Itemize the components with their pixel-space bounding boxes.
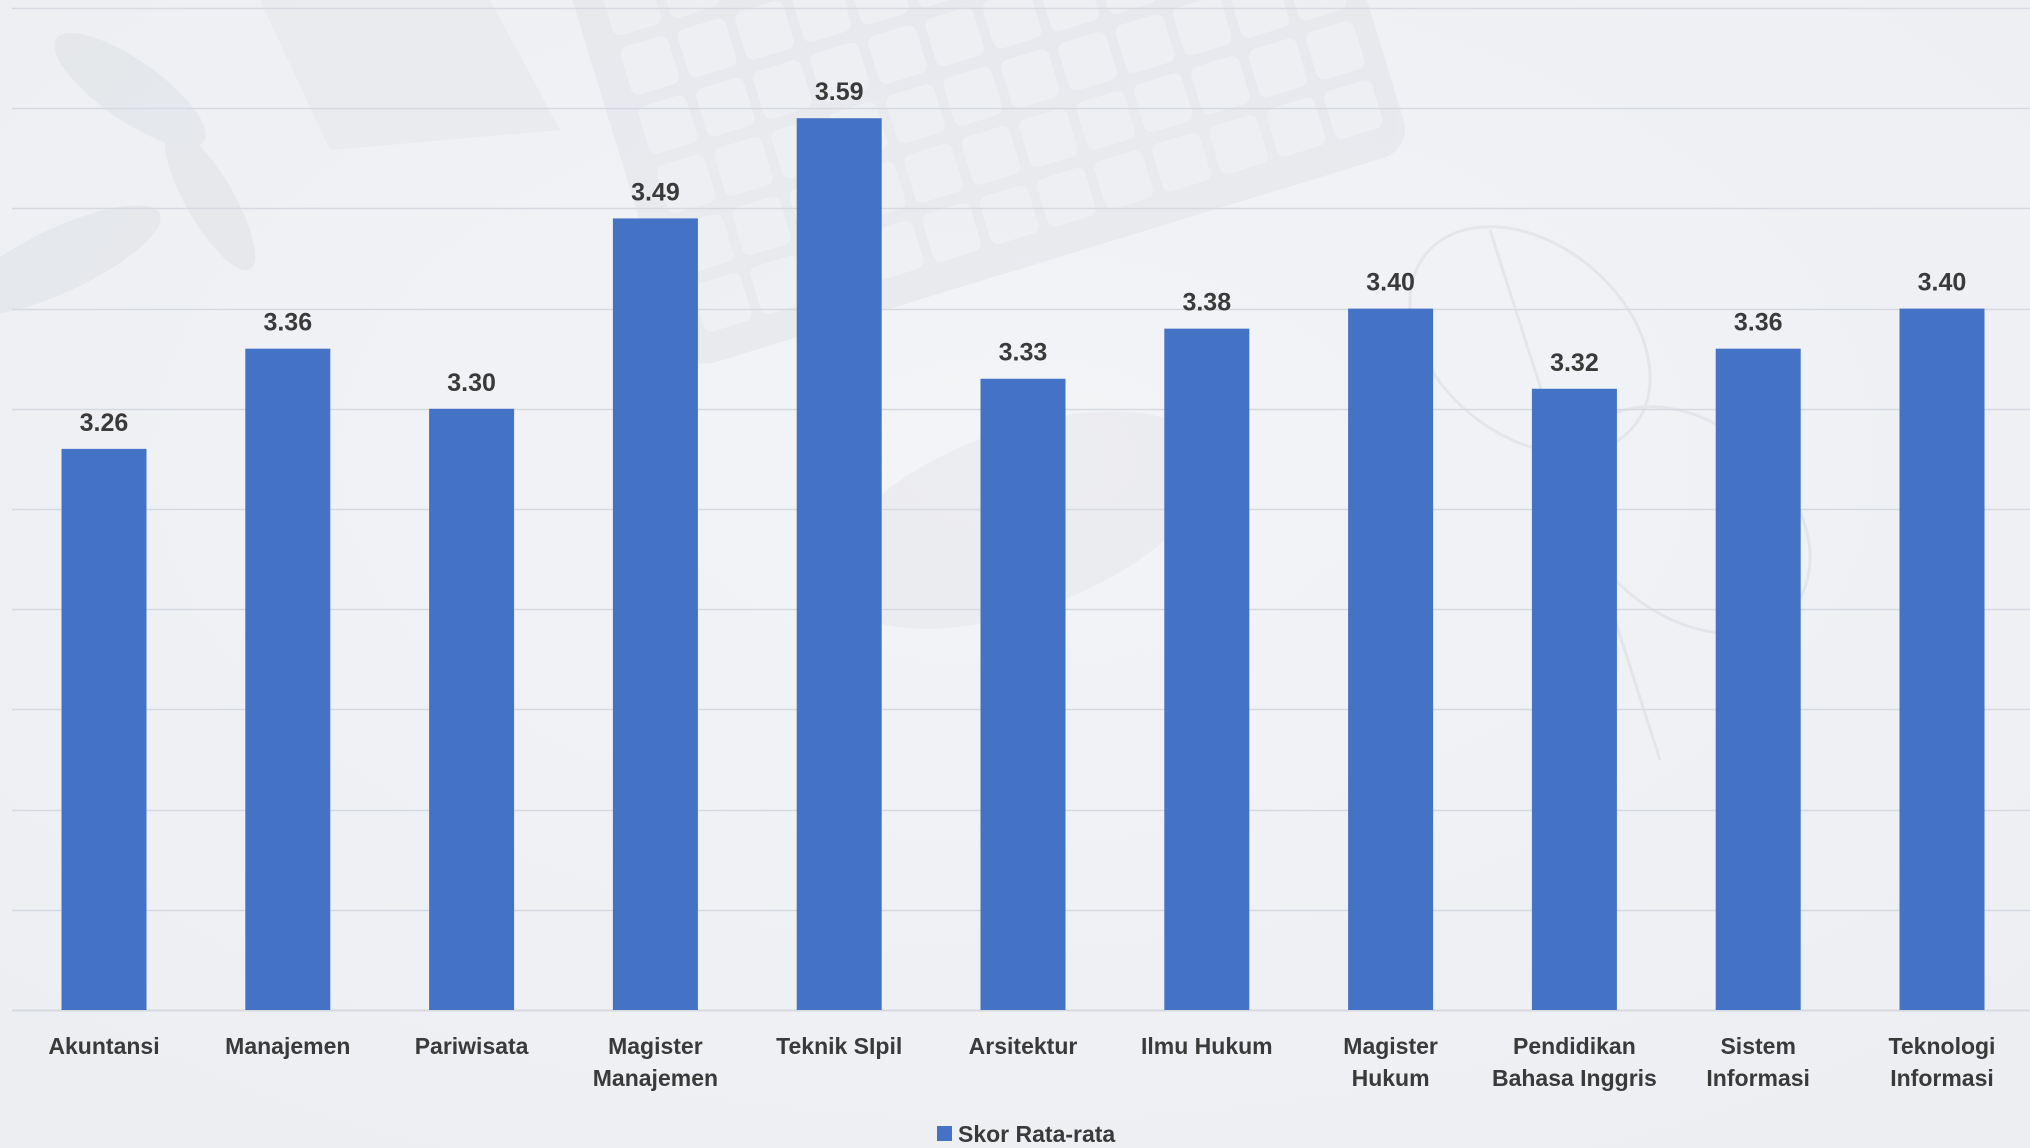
keyboard-key (1040, 0, 1099, 32)
legend-swatch (937, 1126, 952, 1141)
legend-label: Skor Rata-rata (958, 1121, 1115, 1147)
category-label: Akuntansi (48, 1033, 159, 1059)
bar-value-label: 3.59 (815, 78, 864, 106)
keyboard-key (1287, 0, 1347, 21)
bar-value-label: 3.26 (80, 409, 129, 437)
keyboard-key (1019, 108, 1078, 168)
category-label: Arsitektur (969, 1033, 1078, 1059)
keyboard-key (1094, 150, 1154, 209)
keyboard-key (850, 0, 909, 25)
bar-value-label: 3.36 (263, 309, 312, 337)
bar[interactable] (1164, 328, 1250, 1010)
keyboard-key (753, 60, 812, 119)
category-label: Teknik SIpil (776, 1033, 902, 1059)
keyboard-key (602, 0, 661, 36)
keyboard-key (1037, 168, 1096, 227)
data-labels: 3.26 3.36 3.30 3.49 3.59 3.33 3.38 3.40 3.32 3.36… (80, 78, 1967, 437)
keyboard-key (696, 77, 755, 137)
keyboard-key (925, 7, 984, 67)
bar[interactable] (1531, 388, 1617, 1010)
bar-value-label: 3.38 (1182, 289, 1231, 317)
keyboard-key (1115, 14, 1175, 73)
bar[interactable] (429, 408, 515, 1010)
keyboard-key (1306, 21, 1365, 80)
category-label: Pariwisata (415, 1033, 529, 1059)
keyboard-key (1266, 97, 1326, 157)
keyboard-key (1152, 132, 1211, 192)
bar[interactable] (980, 378, 1066, 1010)
keyboard-key (1324, 80, 1383, 139)
keyboard-key (1133, 73, 1193, 133)
bar-value-label: 3.36 (1734, 309, 1783, 337)
bars (61, 118, 1985, 1011)
plant-leaves-image (0, 32, 256, 315)
keyboard-key (693, 273, 752, 332)
keyboard-key (961, 126, 1021, 185)
bar[interactable] (1899, 308, 1985, 1011)
keyboard-key (1076, 91, 1135, 150)
bar-value-label: 3.33 (999, 339, 1048, 367)
bar-value-label: 3.40 (1366, 269, 1415, 297)
category-label: Magister Hukum (1343, 1033, 1438, 1091)
keyboard-key (732, 196, 791, 255)
category-label: Manajemen (225, 1033, 350, 1059)
keyboard-key (620, 36, 679, 95)
category-label: Magister Manajemen (593, 1033, 718, 1091)
keyboard-key (1001, 49, 1060, 108)
keyboard-key (735, 1, 794, 60)
keyboard-key (904, 143, 963, 203)
keyboard-key (922, 203, 981, 262)
keyboard-key (792, 0, 852, 42)
keyboard-key (714, 137, 773, 196)
category-label: Ilmu Hukum (1141, 1033, 1273, 1059)
bar[interactable] (612, 218, 698, 1011)
bar-value-label: 3.40 (1918, 269, 1967, 297)
keyboard-key (677, 18, 737, 78)
keyboard-key (979, 185, 1039, 245)
keyboard-key (886, 84, 945, 144)
bar[interactable] (796, 118, 882, 1011)
category-axis-labels: Akuntansi Manajemen Pariwisata Magister Mana… (48, 1033, 1995, 1091)
bar[interactable] (61, 448, 147, 1010)
laptop-screen-edge (260, 0, 560, 150)
keyboard-key (810, 42, 870, 102)
bar[interactable] (1348, 308, 1434, 1011)
category-label: Sistem Informasi (1706, 1033, 1810, 1091)
keyboard-key (659, 0, 719, 18)
keyboard-key (750, 255, 809, 315)
keyboard-key (656, 154, 716, 214)
category-label: Pendidikan Bahasa Inggris (1492, 1033, 1657, 1091)
category-label: Teknologi Informasi (1889, 1033, 1996, 1091)
keyboard-key (1248, 38, 1308, 98)
keyboard-key (943, 67, 1003, 126)
bar[interactable] (245, 348, 331, 1010)
keyboard-key (638, 95, 698, 154)
bar-value-label: 3.32 (1550, 349, 1599, 377)
keyboard-key (1191, 56, 1250, 115)
keyboard-key (1209, 115, 1268, 174)
bar-value-label: 3.49 (631, 178, 680, 206)
keyboard-key (1058, 31, 1117, 91)
bar-value-label: 3.30 (447, 369, 496, 397)
keyboard-key (1173, 0, 1232, 56)
bar[interactable] (1715, 348, 1801, 1010)
legend[interactable]: Skor Rata-rata (937, 1121, 1115, 1147)
keyboard-key (982, 0, 1042, 49)
keyboard-key (868, 25, 927, 84)
